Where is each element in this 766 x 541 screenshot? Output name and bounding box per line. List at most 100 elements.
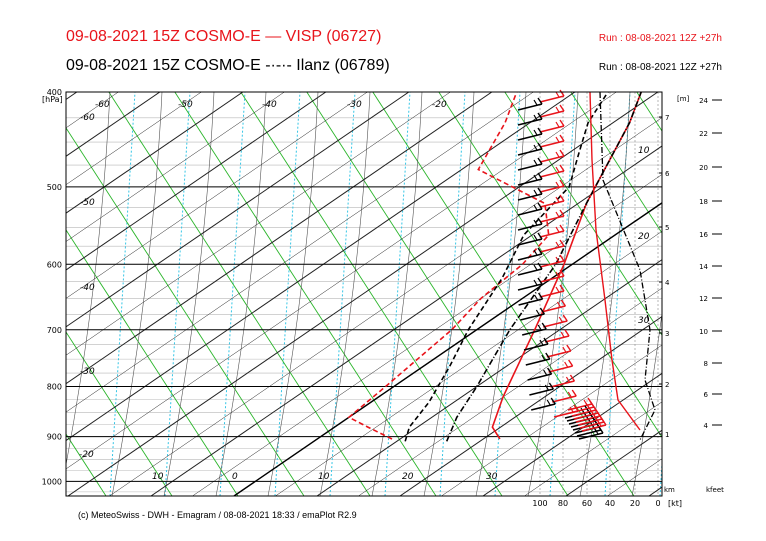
pressure-tick-label: 700 bbox=[47, 326, 62, 335]
wind-kt-tick-label: 80 bbox=[558, 499, 568, 508]
upper-temp-label: -20 bbox=[432, 100, 447, 110]
visp-wind-barb bbox=[546, 344, 572, 358]
height-kfeet-tick-label: 16 bbox=[699, 231, 708, 239]
isotherm-label: 10 bbox=[152, 472, 164, 482]
copyright-footer: (c) MeteoSwiss - DWH - Emagram / 08-08-2… bbox=[78, 510, 357, 520]
isotherm-line bbox=[66, 92, 534, 413]
moist-adiabat bbox=[0, 92, 6, 496]
visp-wind-barb bbox=[539, 164, 565, 178]
upper-temp-label: -40 bbox=[262, 100, 277, 110]
ilanz-wind-barb bbox=[517, 187, 543, 201]
isotherm-label: -60 bbox=[80, 113, 95, 123]
visp-wind-barb bbox=[539, 179, 565, 193]
pressure-tick-label: 500 bbox=[47, 183, 62, 192]
isotherm-label: -40 bbox=[80, 283, 95, 293]
dry-adiabat bbox=[570, 92, 662, 234]
height-kfeet-tick-label: 20 bbox=[699, 164, 708, 172]
visp-wind-barb bbox=[539, 104, 565, 118]
ilanz-wind-barb bbox=[517, 262, 543, 276]
isotherm-line bbox=[524, 401, 662, 496]
moist-adiabat bbox=[111, 92, 163, 496]
isotherm-label: 10 bbox=[318, 472, 330, 482]
isotherm-label: 0 bbox=[232, 472, 238, 482]
upper-temp-label: -30 bbox=[347, 100, 362, 110]
visp-wind-barb bbox=[539, 134, 565, 148]
isotherm-line bbox=[607, 458, 662, 496]
moist-adiabat bbox=[163, 92, 215, 496]
right-scale-label: 30 bbox=[638, 316, 650, 326]
ilanz-wind-barb bbox=[517, 157, 543, 171]
isotherm-line bbox=[316, 259, 662, 496]
isotherm-line bbox=[441, 344, 662, 496]
ilanz-title: 09-08-2021 15Z COSMO-E -·-·- Ilanz (0678… bbox=[66, 57, 390, 74]
right-scale-label: 20 bbox=[638, 232, 650, 242]
ilanz-wind-barb bbox=[517, 127, 543, 141]
mixing-ratio-line bbox=[659, 455, 662, 496]
visp-dewpoint-line bbox=[347, 92, 550, 440]
isotherm-line bbox=[66, 92, 617, 470]
visp-wind-barb bbox=[539, 269, 565, 283]
isotherm-label: -50 bbox=[80, 198, 95, 208]
right-scale-label: 10 bbox=[638, 146, 650, 156]
height-kfeet-axis-label: kfeet bbox=[706, 486, 724, 494]
moist-adiabat bbox=[267, 92, 319, 496]
ilanz-dewpoint-line bbox=[404, 92, 609, 442]
mixing-ratio-line bbox=[274, 92, 301, 496]
isotherm-line bbox=[66, 92, 327, 271]
mixing-ratio-line bbox=[439, 92, 466, 496]
moist-adiabat bbox=[527, 92, 579, 496]
mixing-ratio-line bbox=[109, 92, 136, 496]
pressure-axis-label: [hPa] bbox=[42, 95, 63, 104]
height-km-tick-label: 6 bbox=[665, 170, 670, 178]
isotherm-label: -30 bbox=[80, 367, 95, 377]
height-kfeet-tick-label: 6 bbox=[704, 391, 709, 399]
height-km-tick-label: 2 bbox=[665, 381, 669, 389]
isotherm-line bbox=[66, 92, 493, 385]
mixing-ratio-line bbox=[549, 92, 576, 496]
visp-wind-barb bbox=[552, 389, 577, 403]
height-kfeet-tick-label: 12 bbox=[699, 295, 708, 303]
ilanz-wind-barb bbox=[525, 352, 551, 366]
upper-temp-label: -50 bbox=[178, 100, 193, 110]
visp-title: 09-08-2021 15Z COSMO-E — VISP (06727) bbox=[66, 28, 382, 45]
isotherm-label: 30 bbox=[486, 472, 498, 482]
isotherm-line bbox=[399, 315, 662, 496]
isotherm-line bbox=[0, 92, 35, 496]
dry-adiabat bbox=[730, 32, 766, 496]
visp-wind-barb bbox=[543, 314, 568, 328]
isotherm-line bbox=[66, 92, 410, 328]
mixing-ratio-line bbox=[164, 92, 191, 496]
visp-wind-barb bbox=[539, 284, 565, 298]
ilanz-wind-barb bbox=[517, 232, 543, 246]
mixing-ratio-line bbox=[384, 92, 411, 496]
wind-kt-axis-label: [kt] bbox=[668, 499, 682, 508]
moist-adiabat bbox=[423, 92, 475, 496]
isotherm-line bbox=[66, 92, 161, 157]
upper-temp-label: -60 bbox=[95, 100, 110, 110]
dry-adiabat bbox=[66, 331, 173, 496]
wind-kt-tick-label: 100 bbox=[532, 499, 547, 508]
height-kfeet-tick-label: 14 bbox=[699, 263, 708, 271]
wind-kt-tick-label: 0 bbox=[655, 499, 660, 508]
isotherm-label: 20 bbox=[402, 472, 414, 482]
height-kfeet-tick-label: 22 bbox=[699, 130, 708, 138]
ilanz-wind-barb bbox=[578, 426, 604, 440]
ilanz-wind-barb bbox=[517, 277, 543, 291]
dry-adiabat bbox=[636, 92, 662, 132]
dry-adiabat bbox=[0, 32, 40, 496]
visp-wind-barb bbox=[550, 374, 576, 388]
visp-wind-barb bbox=[539, 149, 565, 163]
moist-adiabat bbox=[736, 92, 766, 496]
visp-run-label: Run : 08-08-2021 12Z +27h bbox=[598, 33, 722, 44]
moist-adiabat bbox=[579, 92, 631, 496]
zero-isotherm bbox=[233, 202, 662, 496]
isotherm-line bbox=[732, 92, 766, 496]
height-kfeet-tick-label: 4 bbox=[704, 422, 709, 430]
visp-wind-barb bbox=[548, 359, 574, 373]
height-km-tick-label: 3 bbox=[665, 330, 669, 338]
isotherm-line bbox=[66, 92, 368, 299]
isotherm-line bbox=[66, 92, 78, 101]
visp-wind-barb bbox=[581, 418, 607, 432]
pressure-tick-label: 900 bbox=[47, 433, 62, 442]
